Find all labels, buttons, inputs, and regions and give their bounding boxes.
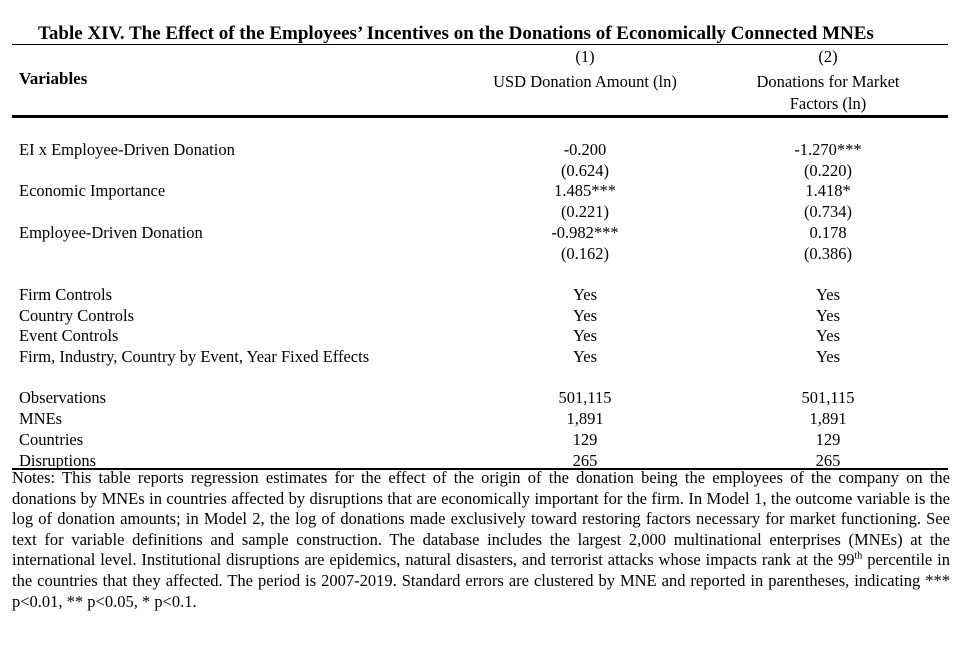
control-cell: Yes	[572, 285, 597, 304]
col1-number: (1)	[575, 47, 595, 66]
stat-cell: 501,115	[801, 388, 855, 407]
coef-cell: 0.178	[809, 223, 847, 242]
row-label: Disruptions	[19, 451, 97, 470]
se-cell: (0.624)	[560, 161, 610, 180]
control-cell: Yes	[815, 326, 840, 345]
se-cell: (0.162)	[560, 244, 610, 263]
row-label: Firm, Industry, Country by Event, Year F…	[19, 347, 370, 366]
stat-cell: 129	[572, 430, 598, 449]
row-label: Countries	[19, 430, 84, 449]
table-notes: Notes: This table reports regression est…	[12, 468, 950, 612]
control-cell: Yes	[815, 306, 840, 325]
stat-cell: 129	[815, 430, 841, 449]
row-label: EI x Employee-Driven Donation	[19, 140, 235, 159]
stat-cell: 1,891	[809, 409, 847, 428]
control-cell: Yes	[572, 306, 597, 325]
header-rule	[12, 115, 948, 118]
stat-cell: 501,115	[558, 388, 612, 407]
row-label: Economic Importance	[19, 181, 166, 200]
col2-name-line2: Factors (ln)	[789, 94, 867, 113]
row-label: Event Controls	[19, 326, 119, 345]
se-cell: (0.734)	[803, 202, 853, 221]
coef-cell: -0.200	[563, 140, 607, 159]
coef-cell: -0.982***	[551, 223, 619, 242]
notes-superscript: th	[854, 550, 863, 562]
stat-cell: 265	[572, 451, 598, 470]
notes-text: Notes: This table reports regression est…	[12, 468, 950, 570]
bottom-rule	[12, 468, 948, 470]
stat-cell: 265	[815, 451, 841, 470]
se-cell: (0.221)	[560, 202, 610, 221]
col2-number: (2)	[818, 47, 838, 66]
control-cell: Yes	[572, 347, 597, 366]
control-cell: Yes	[815, 347, 840, 366]
top-rule	[12, 44, 948, 45]
notes-text-continued: percentile in the countries that they af…	[12, 550, 950, 611]
se-cell: (0.220)	[803, 161, 853, 180]
row-label: Observations	[19, 388, 107, 407]
control-cell: Yes	[572, 326, 597, 345]
coef-cell: 1.485***	[554, 181, 616, 200]
stat-cell: 1,891	[566, 409, 604, 428]
variables-header: Variables	[19, 69, 88, 88]
col2-name-line1: Donations for Market	[756, 72, 900, 91]
row-label: Country Controls	[19, 306, 135, 325]
col1-name: USD Donation Amount (ln)	[493, 72, 677, 91]
row-label: Employee-Driven Donation	[19, 223, 203, 242]
coef-cell: -1.270***	[794, 140, 862, 159]
control-cell: Yes	[815, 285, 840, 304]
row-label: MNEs	[19, 409, 63, 428]
row-label: Firm Controls	[19, 285, 113, 304]
coef-cell: 1.418*	[805, 181, 851, 200]
se-cell: (0.386)	[803, 244, 853, 263]
table-title: Table XIV. The Effect of the Employees’ …	[38, 23, 874, 44]
